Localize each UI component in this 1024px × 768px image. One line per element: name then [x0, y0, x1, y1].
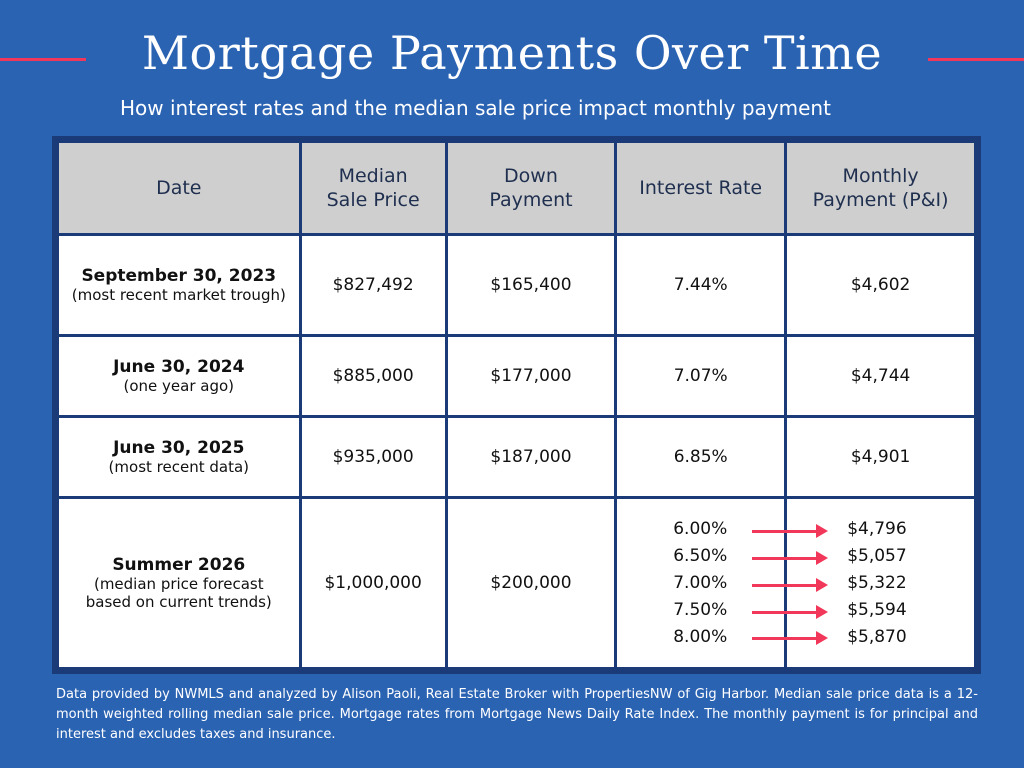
- date-note: (one year ago): [123, 377, 235, 395]
- down-payment-cell: $187,000: [447, 418, 615, 496]
- mortgage-table: Date Median Sale Price Down Payment Intere…: [56, 140, 977, 670]
- title-accent-line-left: [0, 58, 86, 61]
- median-price-cell: $1,000,000: [301, 499, 445, 667]
- interest-rate-scenarios-cell: 6.00% 6.50% 7.00% 7.50% 8.00%: [617, 499, 785, 667]
- rate-scenario: 8.00%: [673, 626, 728, 647]
- date-note: (most recent data): [108, 458, 249, 476]
- page-subtitle: How interest rates and the median sale p…: [120, 96, 831, 120]
- down-payment-cell: $200,000: [447, 499, 615, 667]
- down-payment-cell: $165,400: [447, 236, 615, 334]
- interest-rate-cell: 7.44%: [617, 236, 785, 334]
- arrow-right-icon: [752, 524, 828, 538]
- table-header-row: Date Median Sale Price Down Payment Intere…: [59, 143, 974, 233]
- rate-scenario: 6.00%: [673, 518, 728, 539]
- table-row-forecast: Summer 2026 (median price forecast based…: [59, 499, 974, 667]
- mortgage-table-container: Date Median Sale Price Down Payment Intere…: [52, 136, 981, 674]
- date-label: June 30, 2024: [113, 357, 245, 377]
- payment-scenario: $5,057: [847, 545, 907, 566]
- table-row: June 30, 2025 (most recent data) $935,00…: [59, 418, 974, 496]
- table-row: June 30, 2024 (one year ago) $885,000 $1…: [59, 337, 974, 415]
- median-price-cell: $827,492: [301, 236, 445, 334]
- header-down-payment: Down Payment: [447, 143, 615, 233]
- date-label: June 30, 2025: [113, 438, 245, 458]
- date-note: (median price forecast based on current …: [85, 575, 272, 611]
- down-payment-cell: $177,000: [447, 337, 615, 415]
- monthly-payment-cell: $4,901: [787, 418, 974, 496]
- payment-scenario: $4,796: [847, 518, 907, 539]
- title-accent-line-right: [928, 58, 1024, 61]
- interest-rate-cell: 6.85%: [617, 418, 785, 496]
- rate-scenario: 7.50%: [673, 599, 728, 620]
- date-label: Summer 2026: [112, 555, 246, 575]
- header-date: Date: [59, 143, 299, 233]
- payment-scenario: $5,322: [847, 572, 907, 593]
- monthly-payment-cell: $4,602: [787, 236, 974, 334]
- footnote: Data provided by NWMLS and analyzed by A…: [56, 687, 978, 742]
- median-price-cell: $935,000: [301, 418, 445, 496]
- header-monthly-payment: Monthly Payment (P&I): [787, 143, 974, 233]
- rate-scenario: 7.00%: [673, 572, 728, 593]
- arrow-right-icon: [752, 605, 828, 619]
- monthly-payment-cell: $4,744: [787, 337, 974, 415]
- interest-rate-cell: 7.07%: [617, 337, 785, 415]
- arrow-right-icon: [752, 551, 828, 565]
- payment-scenario: $5,594: [847, 599, 907, 620]
- date-cell: June 30, 2025 (most recent data): [59, 418, 299, 496]
- arrow-right-icon: [752, 578, 828, 592]
- date-cell: Summer 2026 (median price forecast based…: [59, 499, 299, 667]
- date-label: September 30, 2023: [81, 266, 277, 286]
- median-price-cell: $885,000: [301, 337, 445, 415]
- date-cell: June 30, 2024 (one year ago): [59, 337, 299, 415]
- table-row: September 30, 2023 (most recent market t…: [59, 236, 974, 334]
- page-title: Mortgage Payments Over Time: [141, 26, 883, 80]
- header-interest-rate: Interest Rate: [617, 143, 785, 233]
- date-cell: September 30, 2023 (most recent market t…: [59, 236, 299, 334]
- arrow-right-icon: [752, 631, 828, 645]
- payment-scenario: $5,870: [847, 626, 907, 647]
- rate-scenario: 6.50%: [673, 545, 728, 566]
- header-median-sale-price: Median Sale Price: [301, 143, 445, 233]
- date-note: (most recent market trough): [71, 286, 286, 304]
